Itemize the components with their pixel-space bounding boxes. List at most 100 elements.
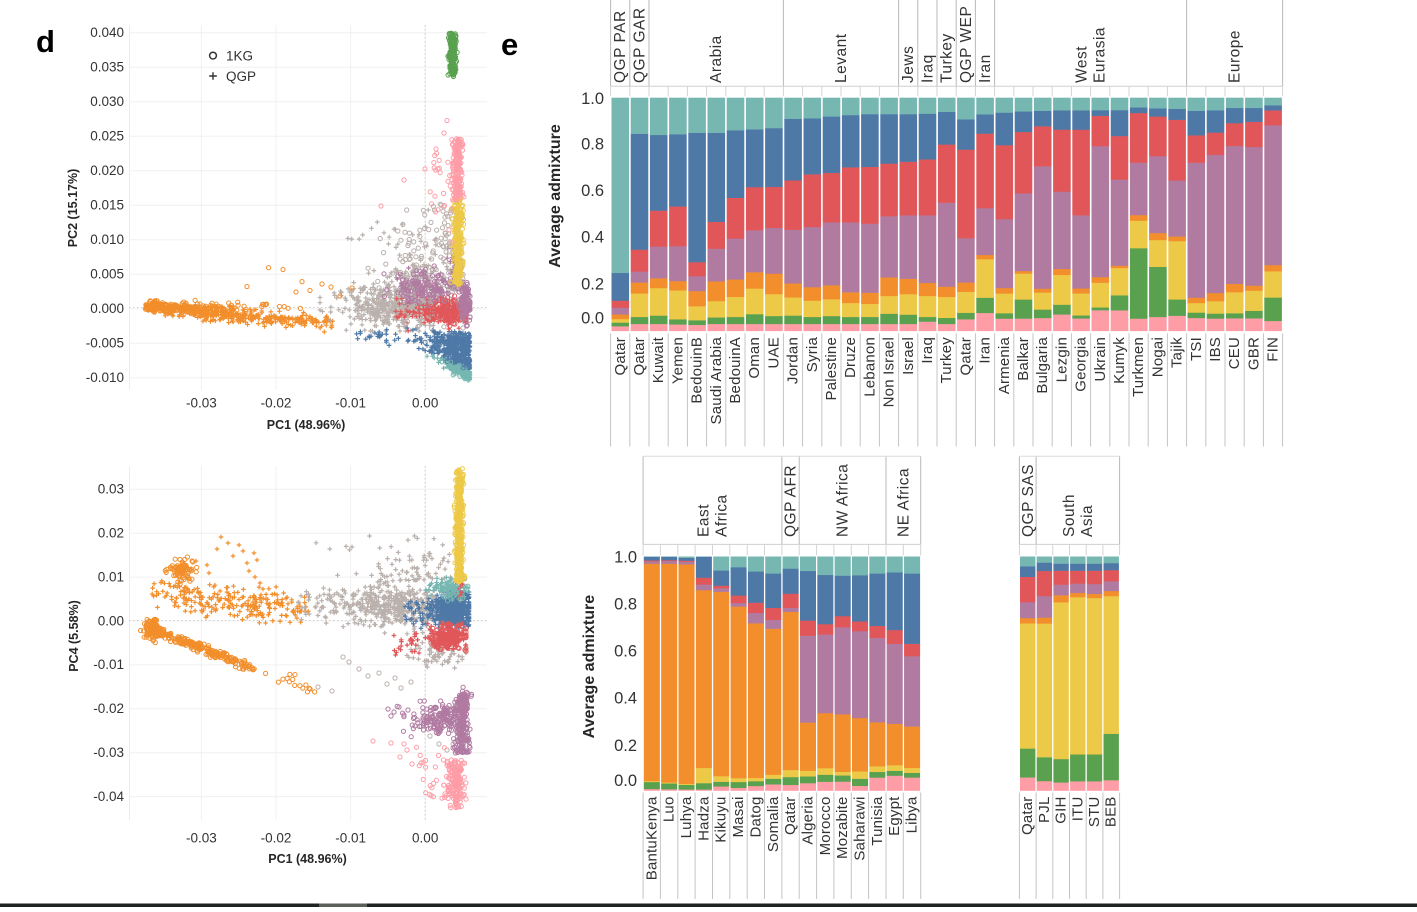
svg-text:Druze: Druze (842, 337, 859, 378)
svg-text:Turkey: Turkey (939, 33, 956, 83)
svg-text:Non Israel: Non Israel (881, 337, 898, 407)
svg-text:QGP AFR: QGP AFR (783, 465, 800, 537)
svg-text:Average admixture: Average admixture (547, 124, 564, 268)
svg-text:Saharawi: Saharawi (852, 797, 869, 861)
svg-text:QGP GAR: QGP GAR (631, 7, 648, 83)
svg-text:0.020: 0.020 (90, 163, 124, 178)
svg-text:0.005: 0.005 (90, 267, 124, 282)
svg-text:BEB: BEB (1103, 797, 1120, 828)
svg-text:-0.02: -0.02 (261, 831, 292, 846)
svg-text:Datog: Datog (747, 797, 764, 838)
svg-text:0.025: 0.025 (90, 129, 124, 144)
svg-text:1.0: 1.0 (614, 548, 637, 566)
svg-text:Israel: Israel (900, 337, 917, 375)
svg-text:Iraq: Iraq (919, 337, 936, 364)
svg-text:Ukrain: Ukrain (1092, 337, 1109, 382)
svg-text:0.6: 0.6 (581, 182, 604, 200)
svg-text:Bulgaria: Bulgaria (1034, 337, 1051, 394)
svg-text:Qatar: Qatar (612, 337, 629, 376)
svg-text:South: South (1061, 494, 1078, 537)
svg-text:Qatar: Qatar (782, 797, 799, 836)
svg-text:Turkmen: Turkmen (1130, 337, 1147, 397)
svg-text:Jews: Jews (900, 46, 917, 83)
svg-text:PC1 (48.96%): PC1 (48.96%) (268, 852, 347, 866)
svg-text:UAE: UAE (765, 337, 782, 368)
svg-text:ITU: ITU (1069, 797, 1086, 822)
svg-text:PC4 (5.58%): PC4 (5.58%) (67, 600, 81, 672)
svg-text:GBR: GBR (1245, 337, 1262, 370)
svg-text:0.8: 0.8 (614, 595, 637, 613)
svg-text:0.040: 0.040 (90, 25, 124, 40)
svg-text:PJL: PJL (1036, 797, 1053, 823)
svg-text:FIN: FIN (1265, 337, 1282, 362)
svg-text:0.00: 0.00 (412, 396, 438, 411)
svg-text:Qatar: Qatar (957, 337, 974, 376)
svg-text:-0.01: -0.01 (335, 396, 366, 411)
svg-text:Egypt: Egypt (886, 796, 903, 836)
svg-text:Balkar: Balkar (1015, 337, 1032, 381)
svg-text:0.010: 0.010 (90, 232, 124, 247)
svg-text:BedouinB: BedouinB (689, 337, 706, 404)
svg-text:BedouinA: BedouinA (727, 337, 744, 404)
svg-text:Turkey: Turkey (938, 337, 955, 384)
svg-text:-0.03: -0.03 (93, 745, 124, 760)
svg-text:IBS: IBS (1207, 337, 1224, 362)
svg-text:PC1 (48.96%): PC1 (48.96%) (267, 418, 346, 432)
svg-text:STU: STU (1086, 797, 1103, 828)
svg-text:BantuKenya: BantuKenya (643, 796, 660, 880)
svg-text:Jordan: Jordan (785, 337, 802, 384)
svg-text:Levant: Levant (833, 33, 850, 83)
svg-text:-0.01: -0.01 (93, 657, 124, 672)
svg-text:d: d (36, 24, 55, 59)
svg-text:Yemen: Yemen (669, 337, 686, 384)
svg-text:Kumyk: Kumyk (1111, 337, 1128, 384)
svg-text:0.4: 0.4 (581, 229, 604, 247)
svg-text:Algeria: Algeria (800, 796, 817, 845)
svg-text:-0.03: -0.03 (186, 831, 217, 846)
svg-text:Tunisia: Tunisia (869, 796, 886, 846)
svg-text:0.8: 0.8 (581, 136, 604, 154)
svg-text:Oman: Oman (746, 337, 763, 379)
svg-text:0.2: 0.2 (581, 275, 604, 293)
svg-text:QGP SAS: QGP SAS (1020, 464, 1037, 537)
svg-text:0.0: 0.0 (614, 772, 637, 790)
svg-text:-0.03: -0.03 (186, 396, 217, 411)
svg-text:Armenia: Armenia (996, 337, 1013, 395)
svg-text:0.030: 0.030 (90, 94, 124, 109)
svg-text:0.6: 0.6 (614, 643, 637, 661)
svg-text:0.000: 0.000 (90, 301, 124, 316)
svg-text:TSI: TSI (1188, 337, 1205, 361)
svg-text:Kuwait: Kuwait (650, 336, 667, 383)
svg-text:Somalia: Somalia (765, 796, 782, 852)
svg-text:Masai: Masai (730, 797, 747, 838)
svg-text:Saudi Arabia: Saudi Arabia (708, 337, 725, 425)
svg-text:Hadza: Hadza (695, 796, 712, 841)
svg-text:-0.010: -0.010 (86, 370, 124, 385)
svg-text:Arabia: Arabia (708, 35, 725, 83)
svg-text:0.015: 0.015 (90, 198, 124, 213)
svg-text:CEU: CEU (1226, 337, 1243, 369)
svg-text:QGP WEP: QGP WEP (958, 6, 975, 83)
svg-text:Iraq: Iraq (919, 54, 936, 83)
svg-text:GIH: GIH (1053, 797, 1070, 824)
svg-text:0.02: 0.02 (98, 526, 124, 541)
svg-text:NE Africa: NE Africa (895, 468, 912, 537)
svg-text:Tajik: Tajik (1169, 337, 1186, 368)
svg-text:0.01: 0.01 (98, 569, 124, 584)
svg-text:-0.04: -0.04 (93, 789, 124, 804)
svg-text:Luhya: Luhya (678, 796, 695, 838)
svg-text:Iran: Iran (977, 337, 994, 364)
svg-text:0.00: 0.00 (98, 613, 124, 628)
svg-text:Kikuyu: Kikuyu (713, 797, 730, 843)
svg-text:0.0: 0.0 (581, 310, 604, 328)
svg-text:Mozabite: Mozabite (834, 797, 851, 859)
svg-text:-0.02: -0.02 (261, 396, 292, 411)
svg-text:0.2: 0.2 (614, 737, 637, 755)
svg-text:NW Africa: NW Africa (835, 464, 852, 537)
svg-text:Average admixture: Average admixture (581, 595, 598, 739)
svg-text:1KG: 1KG (226, 49, 253, 64)
svg-text:0.03: 0.03 (98, 482, 124, 497)
svg-text:0.035: 0.035 (90, 60, 124, 75)
svg-text:Qatar: Qatar (1019, 797, 1036, 836)
svg-text:-0.02: -0.02 (93, 701, 124, 716)
